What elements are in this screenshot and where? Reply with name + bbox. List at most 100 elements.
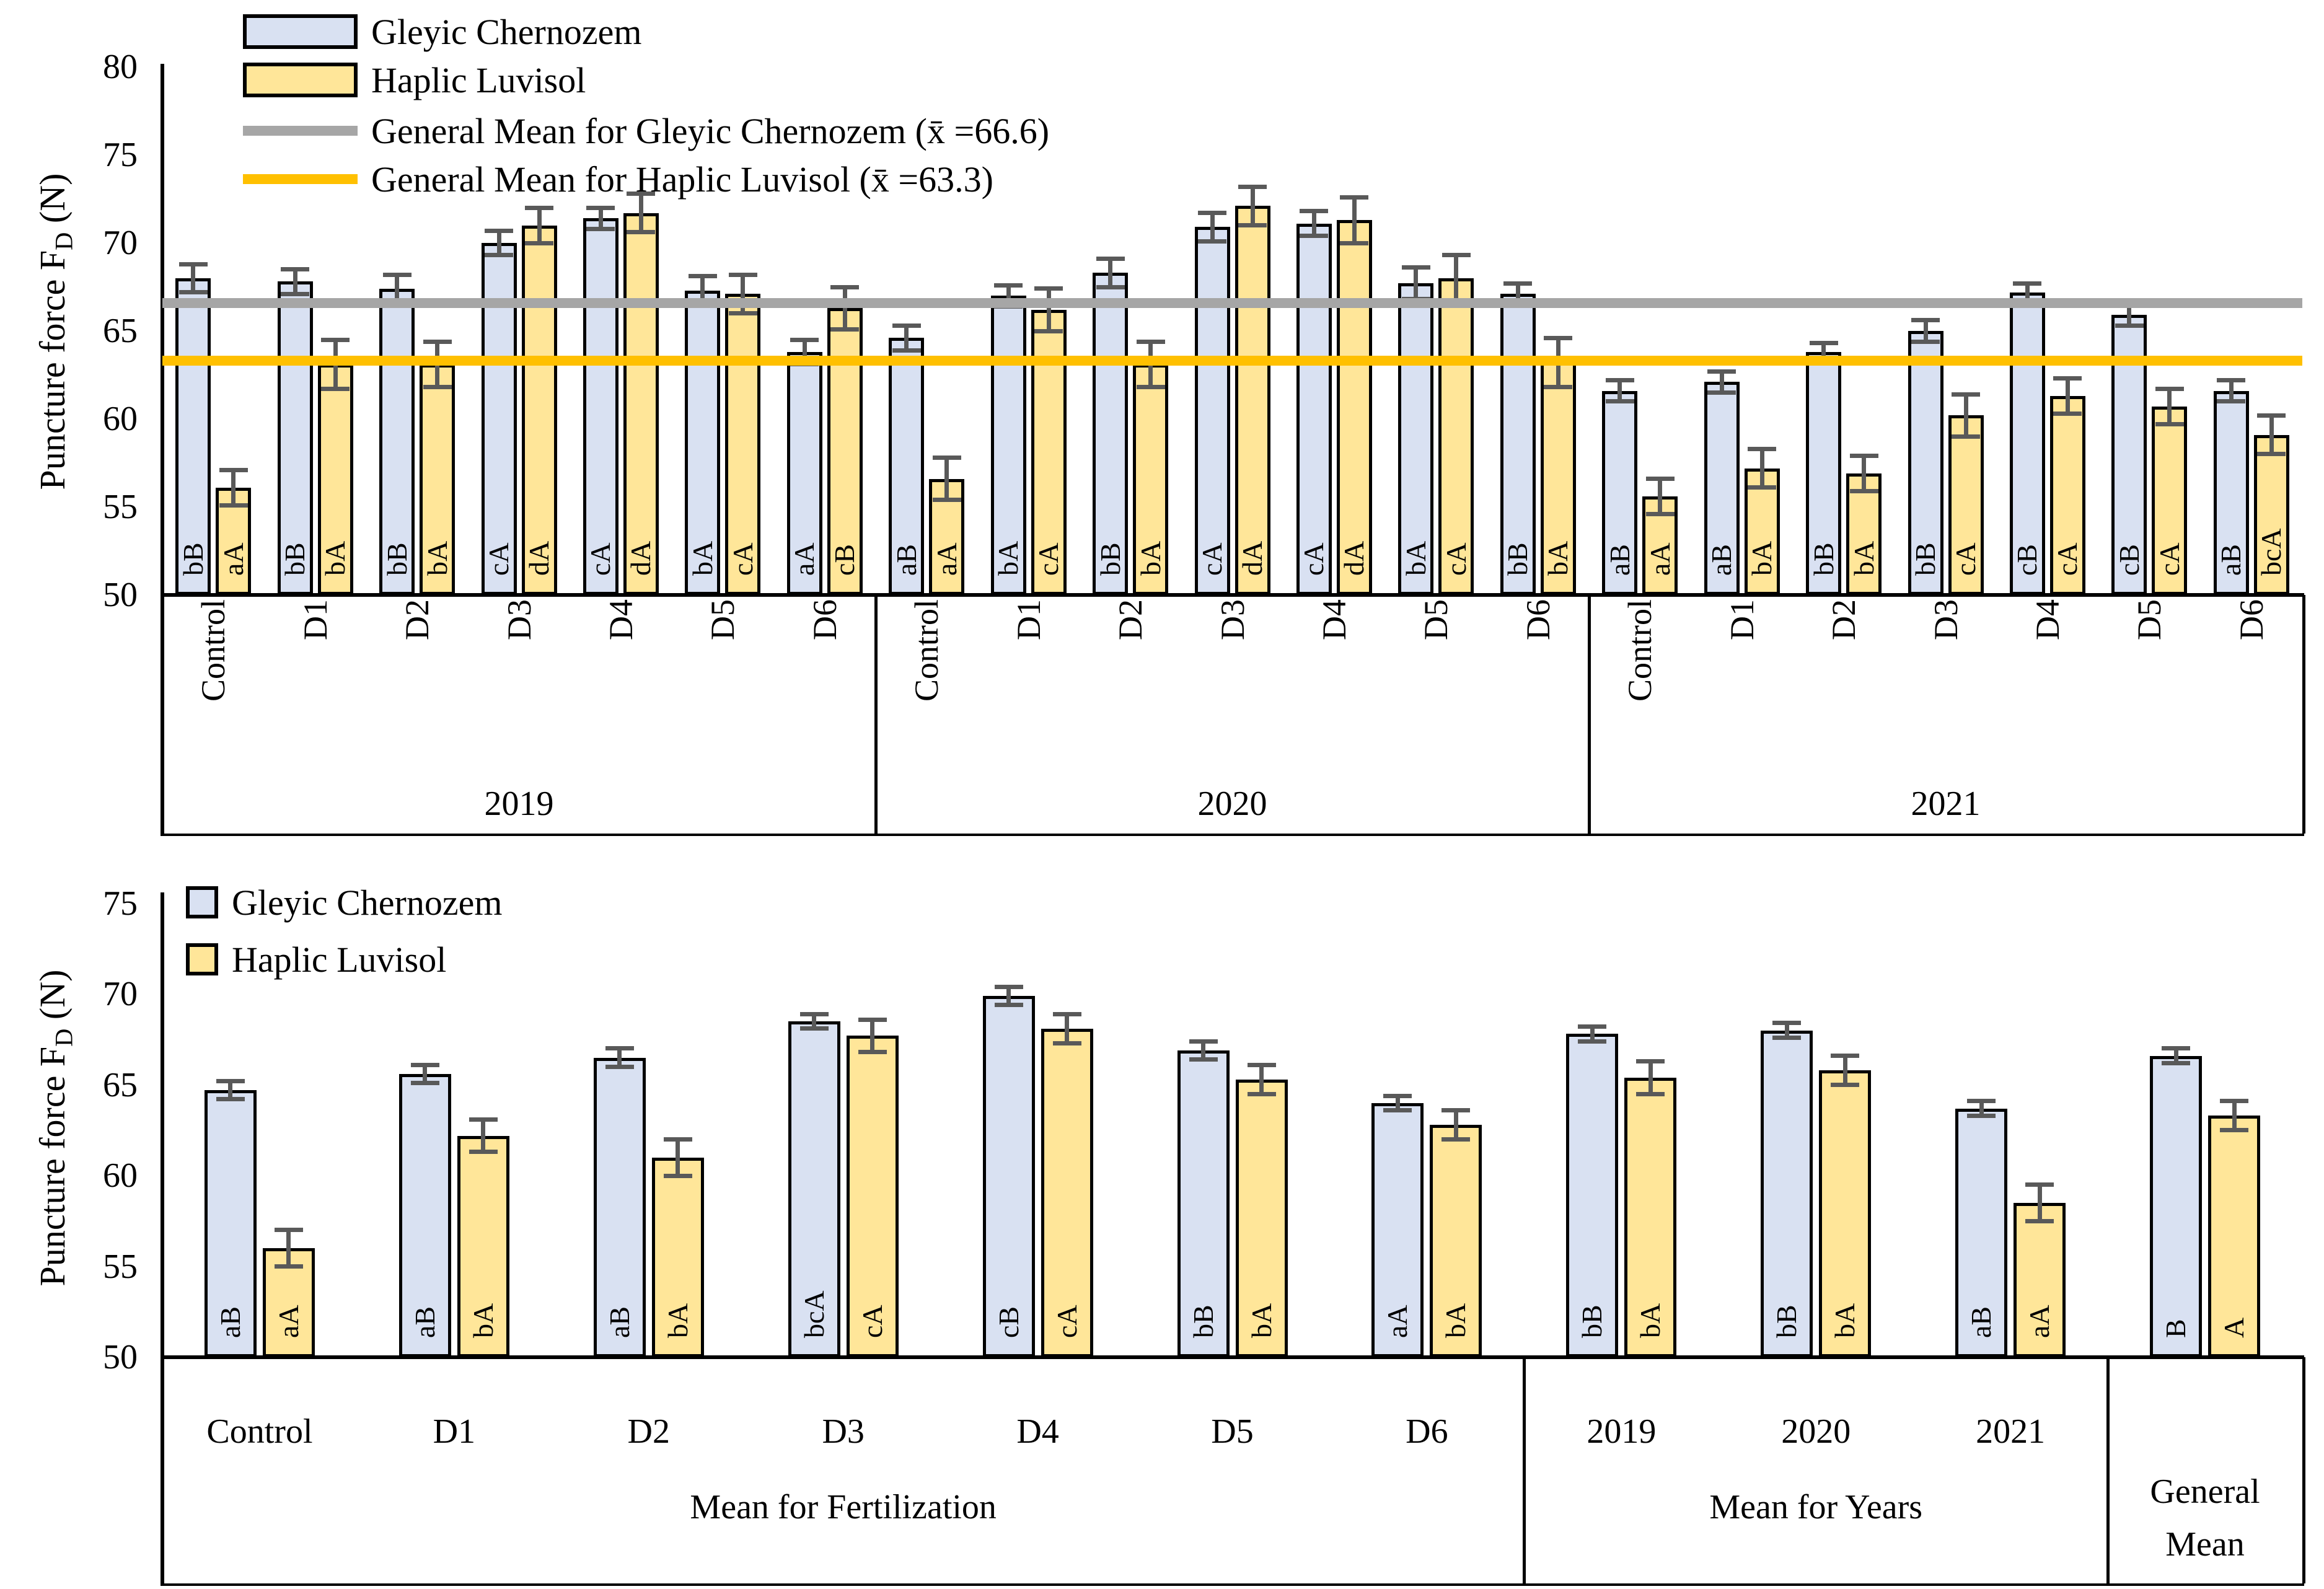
error-bar-chernozem-mean-D3-cap-top [799,1011,829,1016]
error-bar-luvisol-2020-D2-cap-bottom [1136,385,1165,390]
error-bar-luvisol-2019-D3-line [537,208,542,243]
error-bar-luvisol-2021-D1-line [1759,449,1764,488]
category-label-2019-Control: Control [195,599,232,702]
axis-area-bottom-line [161,1583,2304,1586]
significance-letter-chernozem-2020-D4: cA [1298,542,1330,576]
error-bar-chernozem-mean-General-Mean-cap-top [2162,1046,2191,1051]
error-bar-luvisol-mean-D5-cap-bottom [1247,1091,1276,1096]
category-label-2020-D6: D6 [1519,599,1557,640]
bar-luvisol-2021-D4 [2049,396,2085,595]
y-tick-65: 65 [103,312,138,350]
error-bar-chernozem-mean-D3-line [812,1014,817,1029]
bar-luvisol-2019-D6 [827,308,863,595]
bar-luvisol-mean-D2 [651,1157,704,1357]
year-section-divider [874,595,878,834]
significance-letter-chernozem-2020-D3: cA [1196,542,1228,576]
category-label-2021-Control: Control [1621,599,1659,702]
category-label-2020-D4: D4 [1315,599,1353,640]
error-bar-chernozem-2021-Control-line [1618,380,1622,402]
error-bar-luvisol-mean-D4-cap-top [1052,1011,1081,1016]
category-label-2020-Control: Control [908,599,946,702]
bar-chernozem-2020-D2 [1093,273,1129,595]
bar-luvisol-mean-General-Mean [2208,1116,2261,1357]
bar-luvisol-mean-2020 [1819,1070,1872,1357]
legend-swatch-rect-luvisol [243,63,358,97]
error-bar-chernozem-2019-D4-cap-top [586,205,615,210]
error-bar-luvisol-2021-Control-cap-bottom [1645,511,1675,516]
error-bar-chernozem-2021-D3-cap-bottom [1911,339,1940,344]
error-bar-chernozem-mean-2019-line [1590,1026,1595,1042]
section-label-line-2: Mean [2165,1525,2245,1564]
significance-letter-luvisol-2021-D4: cA [2051,542,2084,576]
y-tick-70: 70 [103,224,138,262]
bar-luvisol-mean-D6 [1430,1124,1482,1357]
error-bar-chernozem-mean-D1-line [423,1065,428,1083]
category-label-2019-D4: D4 [602,599,640,640]
significance-letter-chernozem-mean-D2: aB [603,1306,635,1338]
error-bar-chernozem-2021-D1-line [1719,371,1724,393]
year-section-divider [161,595,164,834]
bar-chernozem-2021-Control [1602,390,1638,595]
bar-luvisol-mean-2019 [1624,1077,1677,1357]
error-bar-chernozem-2020-D6-line [1515,283,1520,305]
error-bar-luvisol-mean-2020-cap-top [1831,1054,1860,1059]
error-bar-chernozem-mean-2020-cap-top [1772,1021,1802,1026]
error-bar-chernozem-2019-D1-line [293,269,297,294]
bar-luvisol-2019-D2 [420,364,456,595]
significance-letter-luvisol-mean-2019: bA [1634,1303,1666,1338]
error-bar-luvisol-mean-D4-line [1065,1014,1070,1044]
error-bar-chernozem-2021-Control-cap-bottom [1605,399,1634,404]
significance-letter-chernozem-mean-Control: aB [214,1306,246,1338]
significance-letter-luvisol-2021-D3: cA [1950,542,1981,576]
legend-label: Haplic Luvisol [232,939,447,980]
significance-letter-chernozem-2021-D2: bB [1807,542,1839,576]
significance-letter-luvisol-mean-2021: aA [2023,1305,2056,1338]
bar-luvisol-2019-D5 [725,294,761,595]
significance-letter-chernozem-2019-Control: bB [177,542,209,576]
error-bar-chernozem-2021-D6-cap-top [2217,378,2246,383]
legend-item-1: Gleyic Chernozem [186,882,503,923]
error-bar-chernozem-2021-Control-cap-top [1605,378,1634,383]
significance-letter-luvisol-2021-D5: cA [2153,542,2185,576]
error-bar-chernozem-mean-D5-line [1201,1041,1205,1060]
category-label-2020-D1: D1 [1010,599,1047,640]
error-bar-chernozem-mean-2021-cap-bottom [1967,1113,1996,1118]
significance-letter-luvisol-2020-Control: aA [930,542,962,576]
error-bar-luvisol-2021-Control-line [1658,478,1663,514]
legend-label: Gleyic Chernozem [232,882,503,923]
error-bar-chernozem-2021-D1-cap-bottom [1707,390,1736,395]
significance-letter-luvisol-2020-D6: bA [1542,540,1574,576]
error-bar-luvisol-mean-D5-cap-top [1247,1062,1276,1067]
legend-swatch-line-gray [243,126,358,136]
category-label-2019-D1: D1 [296,599,334,640]
error-bar-chernozem-2020-D1-cap-top [994,283,1023,288]
error-bar-chernozem-mean-D2-line [617,1048,622,1067]
error-bar-chernozem-2021-D6-cap-bottom [2217,399,2246,404]
error-bar-chernozem-2020-D2-line [1108,258,1113,287]
section-label-line-1: General [2150,1472,2260,1511]
error-bar-chernozem-mean-Control-cap-top [216,1079,245,1084]
error-bar-luvisol-2019-D1-cap-top [321,337,350,342]
bar-luvisol-2020-D4 [1336,220,1372,595]
bar-luvisol-2021-D3 [1948,415,1984,595]
significance-letter-chernozem-2019-D1: bB [279,542,311,576]
error-bar-chernozem-mean-2021-cap-top [1967,1099,1996,1104]
significance-letter-luvisol-mean-Control: aA [272,1305,304,1338]
error-bar-luvisol-mean-2020-cap-bottom [1831,1083,1860,1087]
axis-area-bottom-line [161,834,2304,836]
bar-chernozem-2019-D4 [583,218,618,595]
significance-letter-luvisol-2019-D3: dA [523,540,555,576]
significance-letter-chernozem-2021-D4: cB [2011,544,2043,576]
mean-section-divider [2106,1357,2110,1583]
error-bar-luvisol-2019-D3-cap-bottom [525,240,553,245]
significance-letter-luvisol-mean-General-Mean: A [2218,1317,2250,1338]
significance-letter-luvisol-2020-D2: bA [1134,540,1166,576]
error-bar-luvisol-mean-D2-cap-bottom [663,1173,692,1178]
bar-luvisol-2020-D6 [1540,363,1576,595]
error-bar-luvisol-mean-General-Mean-cap-top [2220,1099,2249,1104]
error-bar-luvisol-2019-D5-line [741,275,746,314]
error-bar-chernozem-2020-D5-line [1414,267,1419,299]
error-bar-luvisol-2020-D4-line [1352,197,1357,243]
error-bar-luvisol-mean-D1-line [481,1119,486,1152]
